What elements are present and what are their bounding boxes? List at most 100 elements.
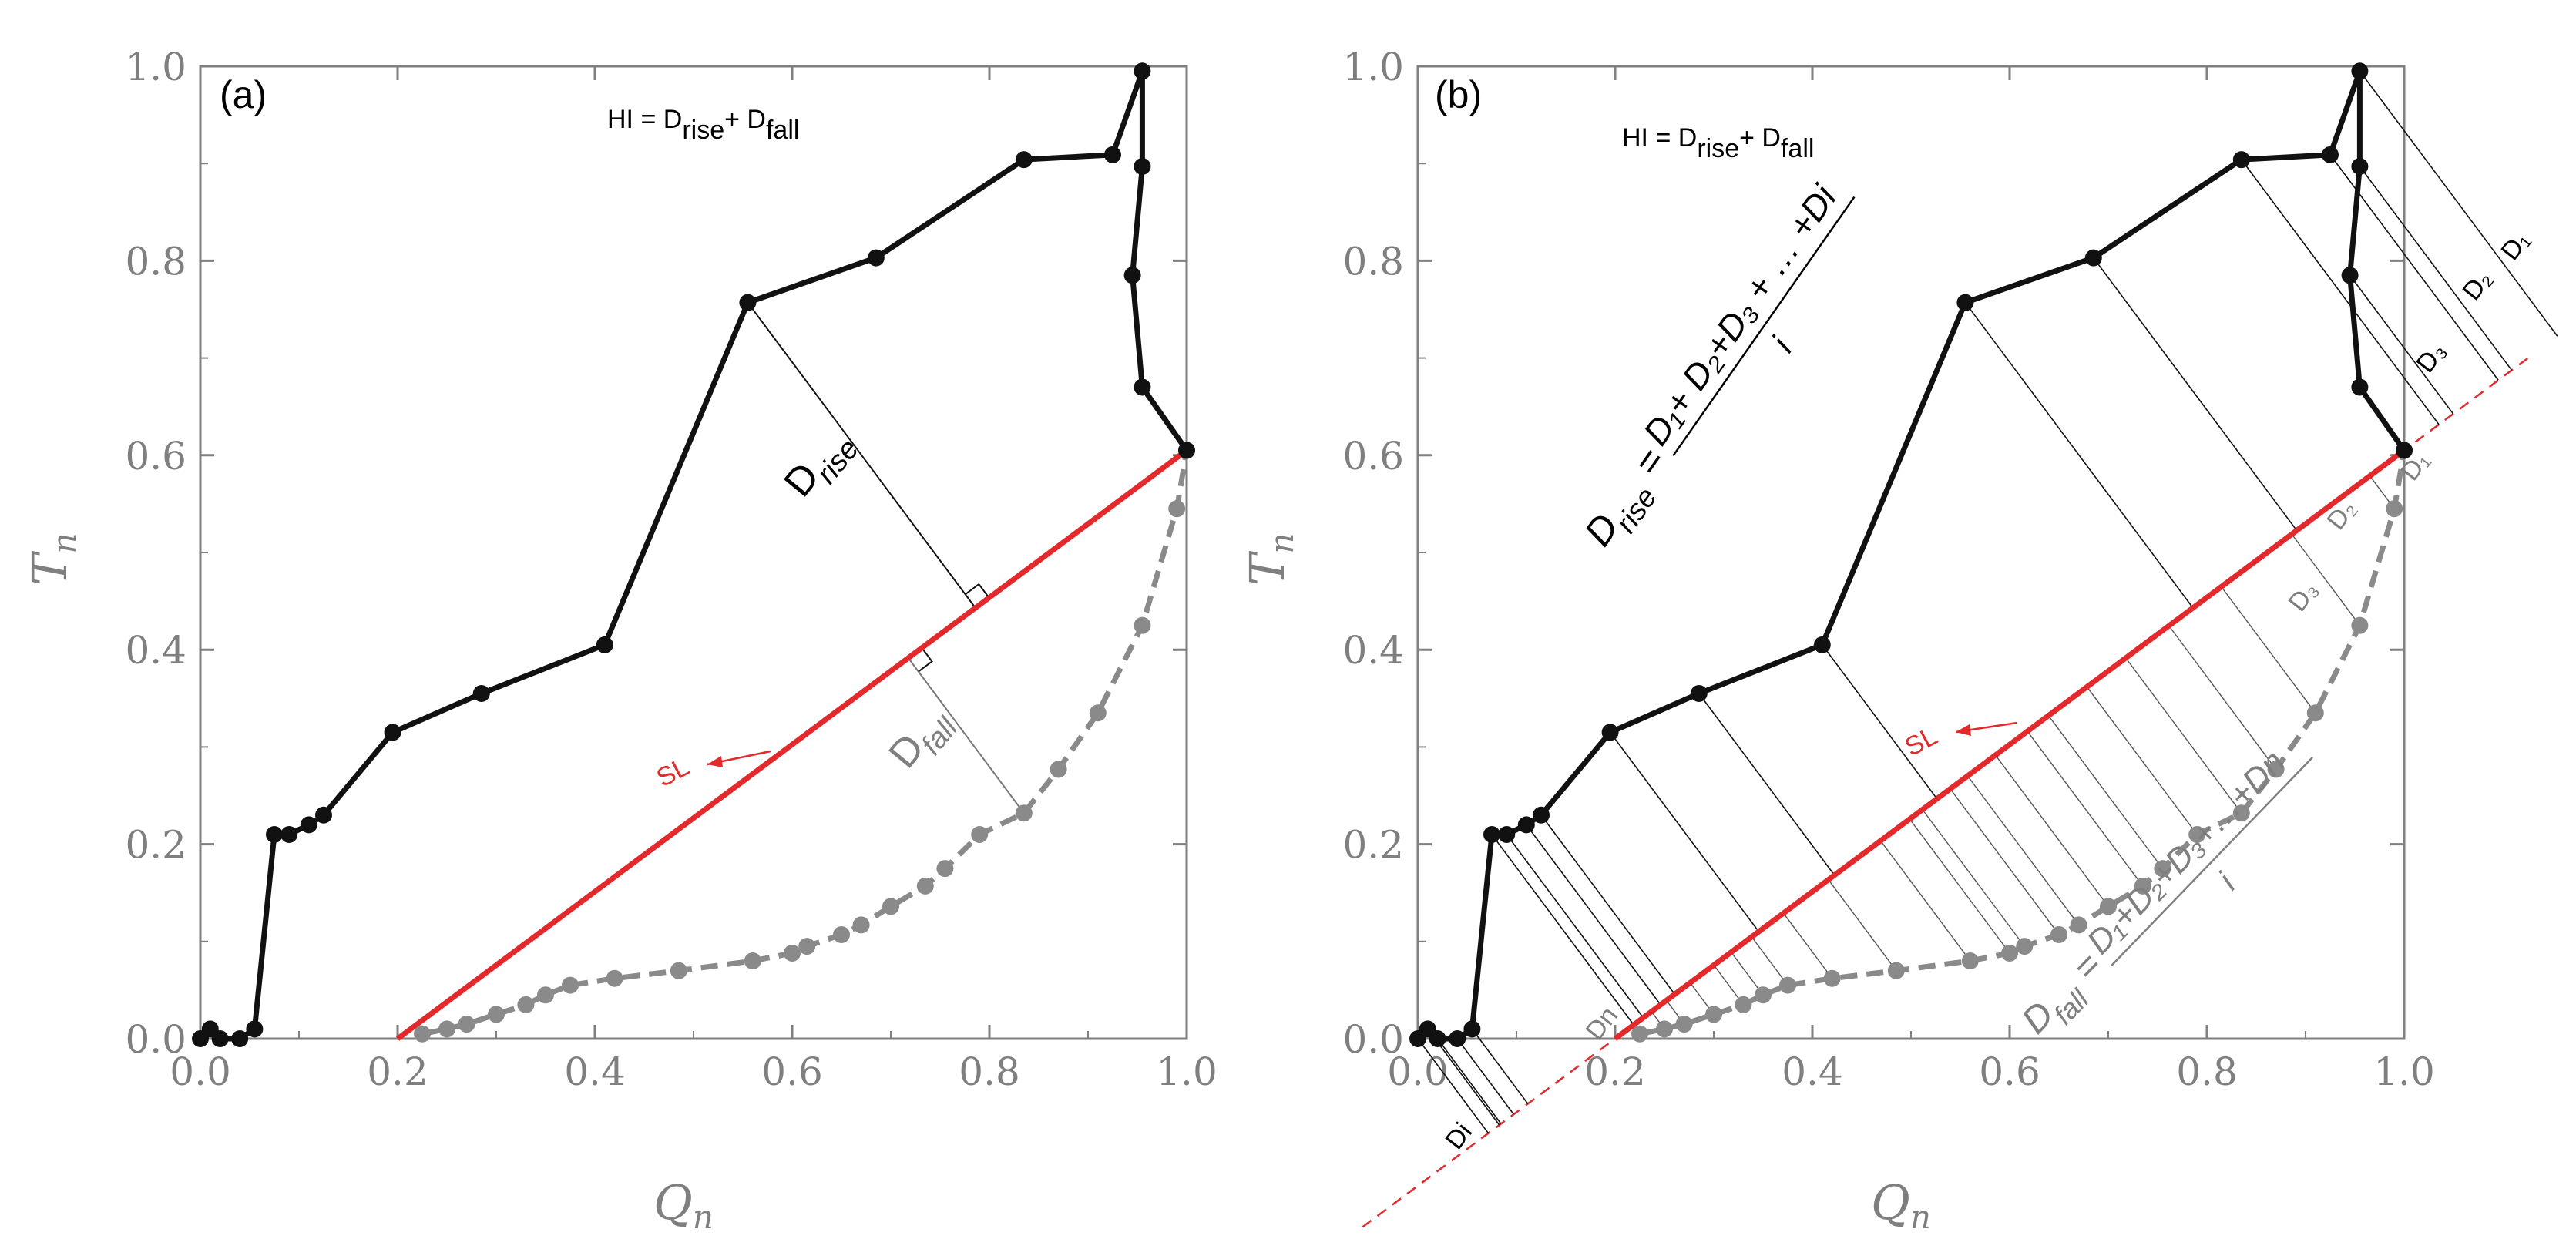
rising-limb-point bbox=[739, 294, 757, 311]
y-tick-label: 0.8 bbox=[125, 239, 186, 284]
y-tick-label: 0.6 bbox=[1342, 434, 1404, 479]
rising-limb-point bbox=[300, 816, 317, 834]
rising-limb-point bbox=[2341, 267, 2359, 284]
falling-limb-point bbox=[2154, 860, 2171, 878]
panel-label-b: (b) bbox=[1435, 73, 1482, 116]
plot-frame-a bbox=[199, 65, 1188, 1040]
rise-distance-line bbox=[1964, 302, 2194, 609]
drise-annotation-a: D rise bbox=[775, 433, 865, 505]
x-axis-label-a: Qn bbox=[653, 1174, 714, 1236]
falling-limb-point bbox=[1755, 986, 1772, 1004]
rise-distance-line bbox=[1417, 1038, 1490, 1134]
sl-label-a: SL bbox=[652, 752, 694, 793]
rising-limb-point bbox=[315, 806, 332, 824]
falling-limb-point bbox=[458, 1016, 475, 1033]
data-layer-a bbox=[192, 62, 1195, 1047]
falling-limb-point bbox=[2070, 916, 2087, 934]
falling-limb-point bbox=[882, 898, 899, 915]
fall-distance-line bbox=[2027, 730, 2144, 887]
rise-label-di: Di bbox=[1439, 1117, 1478, 1155]
falling-limb-point bbox=[971, 825, 989, 843]
x-tick-label: 0.4 bbox=[1782, 1049, 1843, 1094]
rise-distance-line bbox=[1436, 1038, 1502, 1124]
falling-limb-point bbox=[1089, 704, 1107, 722]
dfall-annotation-a: D fall bbox=[880, 711, 965, 777]
rise-distance-line bbox=[2349, 274, 2454, 415]
data-layer-b bbox=[1362, 62, 2558, 1228]
fall-distance-line bbox=[1828, 879, 1897, 972]
rising-limb-point bbox=[1123, 267, 1141, 284]
rising-limb-point bbox=[384, 724, 401, 741]
drise-right-angle bbox=[965, 583, 990, 599]
fall-label-d3: D₃ bbox=[2282, 576, 2324, 617]
fall-label-d2: D₂ bbox=[2321, 495, 2362, 536]
rise-distance-line bbox=[1526, 824, 1661, 1006]
fall-distance-line bbox=[2125, 657, 2242, 814]
rise-distance-line bbox=[2359, 166, 2513, 371]
fall-formula-b: D fall = D₁+D₂+D₃+…+Dn i bbox=[2014, 743, 2314, 1042]
rising-limb-point bbox=[1813, 636, 1831, 653]
x-tick-label: 0.0 bbox=[1387, 1049, 1449, 1094]
falling-limb-point bbox=[1015, 804, 1033, 822]
falling-limb-point bbox=[2306, 704, 2324, 722]
rise-distance-line bbox=[1456, 1038, 1515, 1115]
rising-limb-point bbox=[2084, 249, 2102, 267]
y-axis-label-a: Tn bbox=[22, 533, 83, 586]
falling-limb-point bbox=[2232, 804, 2250, 822]
falling-limb-point bbox=[2351, 616, 2369, 634]
falling-limb-point bbox=[2188, 825, 2206, 843]
fall-distance-line bbox=[1950, 788, 2060, 935]
rising-limb-point bbox=[2232, 151, 2250, 169]
fall-distance-line bbox=[1731, 952, 1764, 996]
rising-limb-point bbox=[1015, 151, 1033, 169]
fall-distance-line bbox=[2086, 686, 2198, 835]
rise-distance-line bbox=[1471, 1028, 1529, 1104]
rising-limb-point bbox=[1429, 1030, 1446, 1047]
x-axis-label-b: Qn bbox=[1871, 1174, 1931, 1236]
falling-limb-point bbox=[1961, 952, 1979, 970]
rise-formula-b: D rise = D₁+ D₂+D₃ + … +Di i bbox=[1576, 177, 1856, 553]
rise-distance-line bbox=[1506, 834, 1644, 1019]
rising-limb-point bbox=[1601, 724, 1619, 741]
rise-distance-line bbox=[2241, 159, 2440, 425]
rising-limb-point bbox=[266, 825, 283, 843]
rise-distance-line bbox=[1609, 731, 1760, 932]
rising-limb-point bbox=[2351, 378, 2369, 396]
svg-text:i: i bbox=[2211, 865, 2242, 897]
fall-distance-line bbox=[2221, 586, 2316, 714]
rise-distance-line bbox=[2093, 257, 2298, 531]
rise-distance-line bbox=[1822, 644, 1938, 800]
rise-distance-line bbox=[2359, 70, 2558, 337]
rising-limb-line bbox=[198, 68, 1189, 1042]
ticks-b: 0.00.0 0.2 0.2 0.4 0.4 0.6 0.6 0.8 0.8 1.0 1.0 bbox=[1342, 45, 2434, 1094]
falling-limb-point bbox=[2016, 938, 2034, 955]
x-tick-label: 1.0 bbox=[1156, 1049, 1217, 1094]
rising-limb-point bbox=[1134, 378, 1151, 396]
rising-limb-point bbox=[2322, 146, 2339, 163]
fall-fraction-bar bbox=[2111, 756, 2314, 967]
fall-distance-line bbox=[1879, 840, 1971, 962]
falling-limb-point bbox=[606, 969, 623, 987]
x-tick-label: 0.2 bbox=[367, 1049, 428, 1094]
x-tick-label: 0.6 bbox=[761, 1049, 823, 1094]
rising-limb-point bbox=[1533, 806, 1550, 824]
sl-label-b: SL bbox=[1900, 721, 1943, 762]
hi-formula-b: HI = Drise+ Dfall bbox=[1622, 123, 1814, 163]
falling-limb-line bbox=[421, 449, 1190, 1037]
falling-limb-point bbox=[1656, 1020, 1673, 1038]
falling-limb-point bbox=[2001, 944, 2018, 962]
falling-limb-point bbox=[1675, 1016, 1693, 1033]
rise-distance-line bbox=[1698, 693, 1835, 876]
rising-limb-line bbox=[1416, 68, 2406, 1042]
falling-limb-point bbox=[1779, 976, 1796, 994]
falling-limb-point bbox=[1705, 1006, 1722, 1023]
rising-limb-point bbox=[1483, 825, 1500, 843]
rising-limb-point bbox=[1498, 825, 1516, 843]
rising-limb-point bbox=[472, 684, 490, 702]
rise-fraction-bar bbox=[1672, 196, 1856, 457]
falling-limb-point bbox=[1134, 616, 1151, 634]
falling-limb-point bbox=[1823, 969, 1841, 987]
rising-limb-point bbox=[596, 636, 613, 653]
x-tick-label: 0.4 bbox=[564, 1049, 626, 1094]
